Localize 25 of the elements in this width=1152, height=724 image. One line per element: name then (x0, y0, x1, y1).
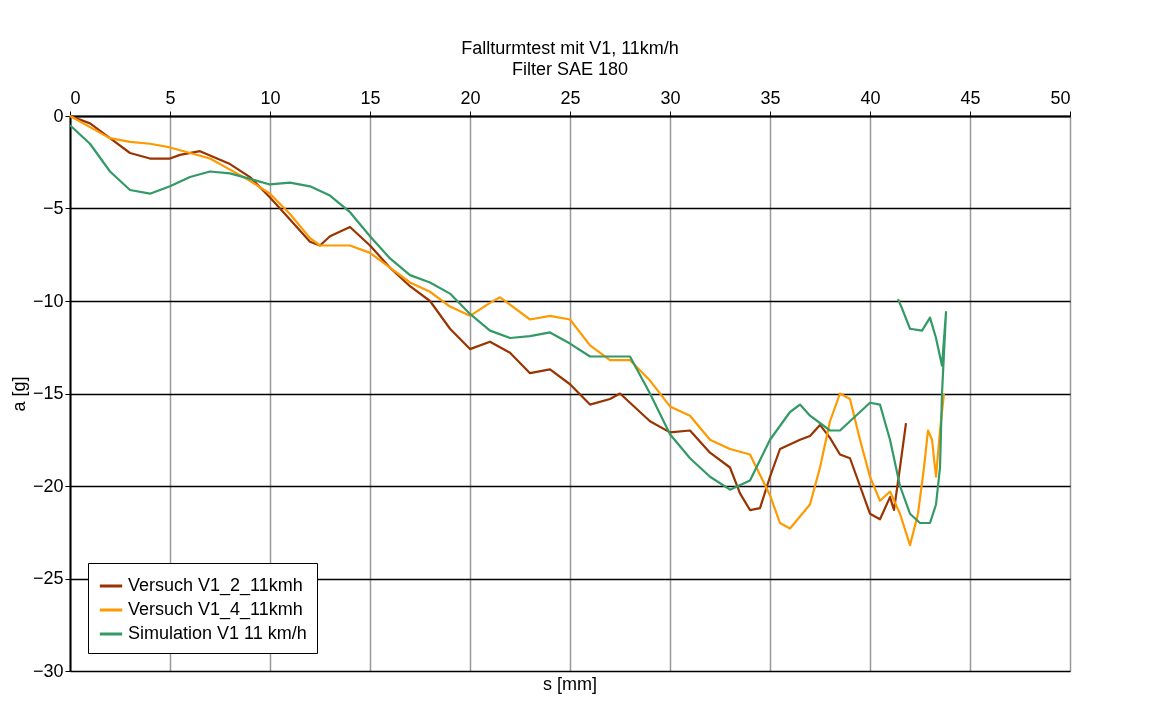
y-tick-label: −5 (42, 198, 64, 218)
chart-subtitle: Filter SAE 180 (511, 59, 629, 79)
x-tick-label: 20 (460, 87, 481, 108)
x-tick-label: 50 (1050, 87, 1071, 108)
chart-title: Fallturmtest mit V1, 11km/h (461, 38, 679, 58)
x-tick-label: 25 (560, 87, 581, 108)
y-tick-label: −25 (32, 568, 64, 588)
y-tick-label: −10 (32, 290, 64, 311)
y-tick-label: −30 (32, 660, 64, 681)
x-tick-label: 0 (70, 87, 81, 108)
x-tick-label: 10 (260, 87, 281, 108)
x-tick-label: 35 (760, 87, 781, 108)
legend-label: Versuch V1_4_11kmh (128, 599, 303, 620)
x-tick-label: 45 (960, 87, 981, 108)
y-tick-label: 0 (53, 105, 64, 126)
y-axis-title: a [g] (8, 376, 29, 412)
x-axis-title: s [mm] (543, 674, 597, 694)
x-tick-label: 15 (360, 87, 381, 108)
x-tick-label: 30 (660, 87, 681, 108)
y-tick-label: −15 (32, 383, 64, 403)
legend-label: Simulation V1 11 km/h (128, 623, 307, 643)
x-tick-label: 5 (165, 87, 176, 108)
x-tick-label: 40 (860, 87, 881, 108)
y-tick-label: −20 (32, 475, 64, 496)
legend-label: Versuch V1_2_11kmh (128, 575, 303, 596)
